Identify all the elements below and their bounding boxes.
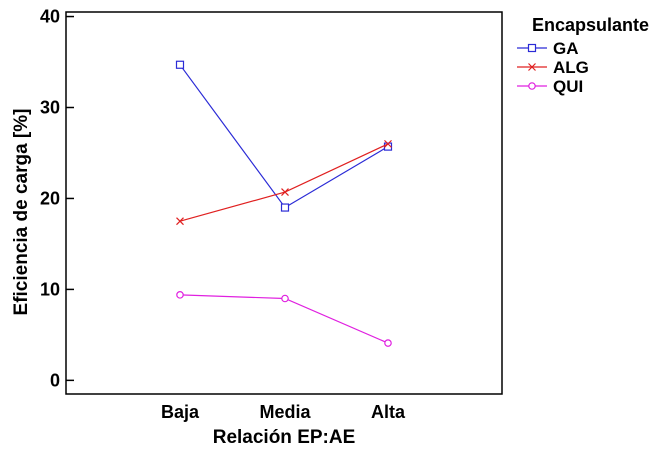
- data-point: [384, 139, 392, 148]
- data-point: [281, 294, 289, 303]
- data-point: [527, 43, 537, 53]
- data-point: [176, 291, 184, 299]
- y-axis-label: Eficiencia de carga [%]: [11, 109, 32, 316]
- legend-label: GA: [553, 39, 579, 58]
- series-line: [179, 64, 389, 209]
- data-point: [176, 217, 184, 226]
- x-tick-label: Media: [259, 402, 311, 422]
- data-point: [384, 339, 392, 347]
- data-point: [281, 188, 289, 197]
- legend-item-alg: ALG: [517, 58, 589, 77]
- x-tick-label: Baja: [161, 402, 200, 422]
- series-ga: [175, 60, 393, 212]
- data-point: [528, 63, 536, 71]
- series-alg: [176, 139, 392, 226]
- y-tick-label: 40: [40, 7, 60, 27]
- x-axis-label: Relación EP:AE: [213, 427, 356, 446]
- y-tick-label: 10: [40, 279, 60, 299]
- y-tick-label: 0: [50, 370, 60, 390]
- data-point: [280, 203, 290, 212]
- x-tick-label: Alta: [371, 402, 406, 422]
- series-layer: [175, 60, 393, 347]
- axes: 0 10 20 30 40 Baja Media Alta: [40, 7, 503, 422]
- legend-title: Encapsulante: [532, 15, 649, 35]
- data-point: [175, 60, 185, 69]
- legend-item-ga: GA: [517, 39, 579, 58]
- legend-label: QUI: [553, 77, 583, 96]
- y-tick-label: 20: [40, 188, 60, 208]
- legend-item-qui: QUI: [517, 77, 583, 96]
- plot-frame: [65, 11, 503, 395]
- series-qui: [176, 291, 392, 347]
- legend-label: ALG: [553, 58, 589, 77]
- data-point: [528, 82, 536, 90]
- y-tick-label: 30: [40, 98, 60, 118]
